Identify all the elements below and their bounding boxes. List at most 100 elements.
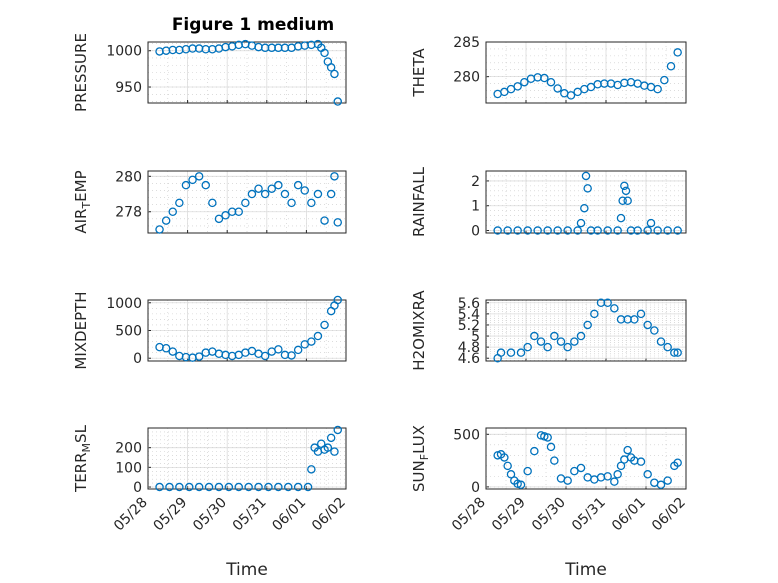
data-point — [506, 470, 516, 479]
y-tick-label: 1 — [471, 199, 480, 215]
data-point — [161, 216, 171, 225]
x-tick-label: 05/30 — [529, 495, 569, 535]
data-point — [194, 482, 204, 492]
data-point — [663, 342, 672, 352]
data-point — [546, 77, 556, 87]
y-tick-label: 5 — [471, 329, 480, 345]
y-axis-label: PRESSURE — [72, 33, 90, 112]
data-point — [603, 226, 612, 235]
data-point — [274, 345, 283, 354]
subplot-3: 278 280 AIRTEMP — [72, 169, 347, 234]
data-point — [184, 482, 194, 492]
data-point — [550, 331, 559, 341]
subplot-5: 0 500 1000 MIXDEPTH — [72, 291, 347, 370]
data-point — [500, 453, 509, 462]
y-axis-label: SUNFLUX — [410, 425, 431, 492]
data-point — [550, 456, 559, 465]
data-point — [165, 482, 174, 492]
data-point — [570, 337, 579, 346]
x-tick-label: 06/02 — [309, 495, 349, 535]
data-point — [566, 91, 576, 100]
data-point — [523, 342, 532, 352]
axes-frame — [485, 299, 687, 362]
data-point — [666, 62, 676, 71]
data-point — [320, 320, 329, 330]
y-tick-label: 0 — [471, 480, 480, 496]
data-point — [673, 458, 682, 467]
data-point — [633, 226, 642, 235]
y-tick-label: 4.6 — [458, 351, 480, 367]
x-tick-label: 06/02 — [649, 495, 689, 535]
data-point — [326, 63, 336, 72]
y-axis-label: H2OMIXRA — [410, 290, 428, 371]
y-tick-label: 500 — [115, 324, 142, 340]
subplot-8: 05/28 05/29 05/30 05/31 06/01 06/02 0 500 SUNFLU… — [410, 425, 689, 580]
data-point — [280, 189, 290, 199]
data-point — [214, 482, 224, 492]
data-point — [264, 482, 273, 492]
y-tick-label: 0 — [133, 351, 142, 367]
data-point — [576, 218, 586, 228]
data-point — [576, 331, 586, 341]
data-point — [293, 180, 303, 190]
data-point — [234, 207, 243, 216]
data-point — [287, 351, 296, 360]
data-point — [613, 226, 622, 235]
y-axis-label: MIXDEPTH — [72, 291, 90, 369]
data-point — [563, 342, 572, 352]
data-point — [513, 82, 522, 91]
data-point — [523, 226, 532, 235]
data-point — [333, 218, 342, 227]
data-point — [313, 331, 323, 341]
data-point — [610, 304, 619, 313]
data-point — [576, 463, 586, 473]
data-point — [175, 482, 184, 492]
axes-frame — [147, 170, 347, 234]
axes-frame — [485, 41, 687, 104]
plot-area — [485, 299, 687, 362]
data-point — [333, 425, 342, 435]
data-point — [307, 337, 316, 346]
data-point — [673, 226, 682, 235]
data-point — [221, 211, 230, 220]
y-tick-label: 5.4 — [458, 307, 480, 323]
data-point — [663, 226, 672, 235]
data-point — [330, 69, 339, 79]
data-point — [161, 343, 171, 353]
data-point — [580, 203, 589, 213]
data-point — [530, 331, 539, 341]
data-point — [653, 226, 662, 235]
data-point — [260, 189, 270, 199]
y-tick-label: 1000 — [106, 44, 142, 60]
data-point — [630, 315, 639, 324]
data-point — [267, 184, 276, 193]
data-point — [333, 295, 342, 305]
subplot-2: 280 285 THETA — [410, 35, 687, 104]
data-point — [254, 482, 263, 492]
data-point — [320, 216, 329, 225]
subplot-4: 0 1 2 RAINFALL — [410, 166, 687, 240]
y-tick-label: 280 — [115, 169, 142, 185]
y-tick-label: 5.2 — [458, 318, 480, 334]
data-point — [616, 461, 626, 471]
data-point — [670, 348, 679, 357]
data-point — [573, 226, 582, 235]
data-point — [241, 198, 250, 208]
x-tick-label: 05/29 — [489, 495, 529, 535]
data-point — [194, 352, 204, 361]
data-point — [260, 351, 270, 361]
data-point — [214, 214, 224, 224]
data-point — [313, 189, 323, 199]
data-point — [543, 342, 552, 352]
data-point — [300, 186, 309, 195]
data-point — [636, 457, 646, 466]
data-point — [326, 189, 336, 199]
data-point — [155, 225, 164, 234]
data-point — [293, 482, 303, 492]
y-axis-label: THETA — [410, 48, 428, 98]
data-point — [326, 433, 336, 443]
data-point — [496, 348, 506, 357]
data-point — [570, 466, 579, 476]
x-axis-label: Time — [564, 560, 607, 580]
